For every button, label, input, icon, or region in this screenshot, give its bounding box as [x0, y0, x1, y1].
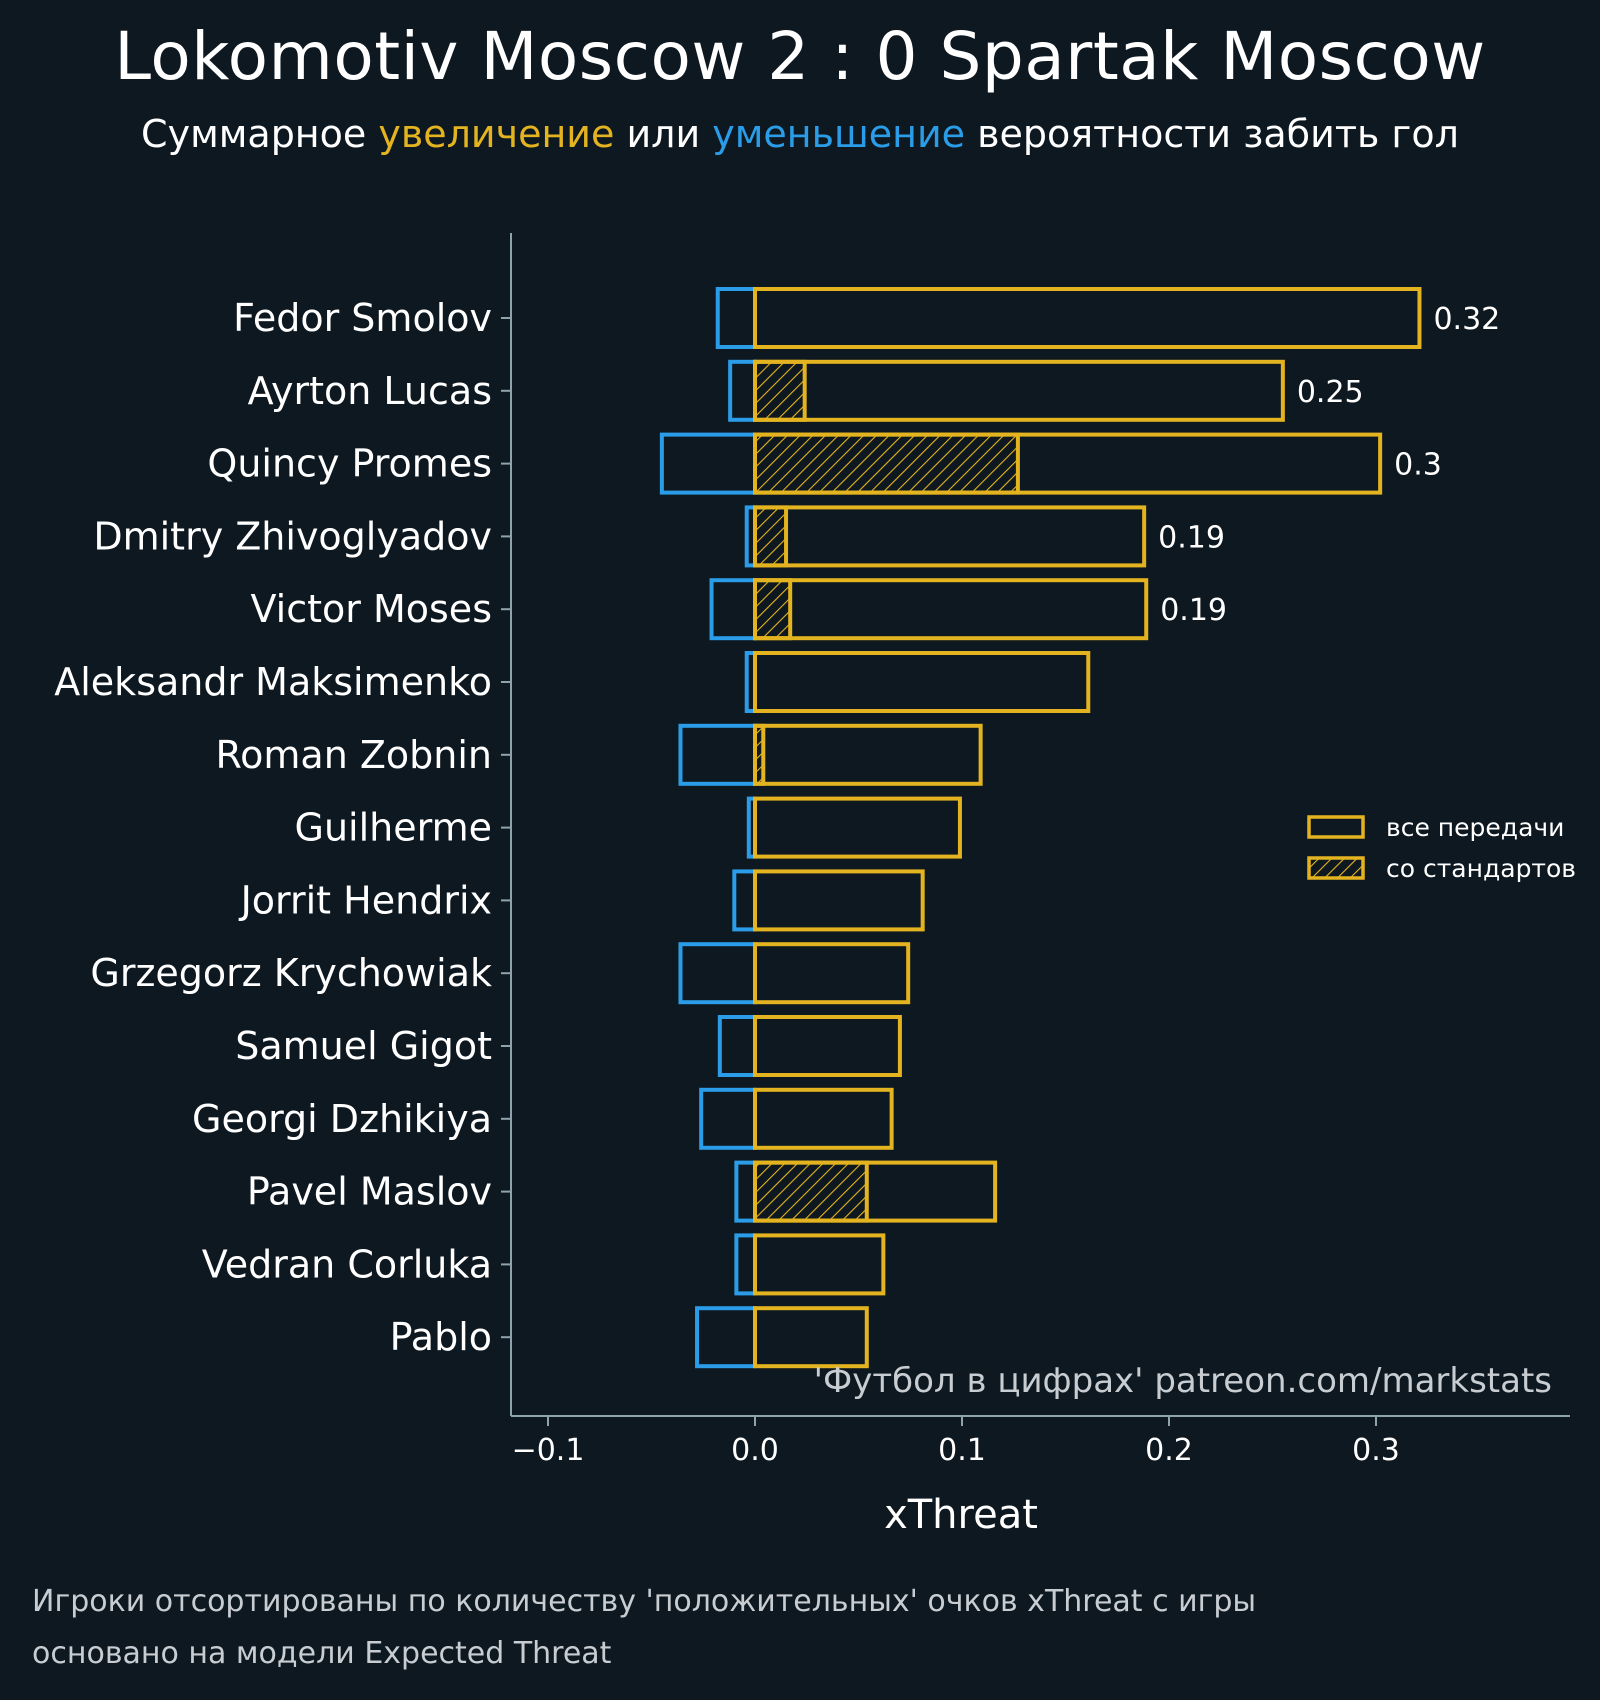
- bar-positive: [753, 651, 1091, 713]
- bar-positive: [753, 1233, 886, 1296]
- bar-negative: [709, 578, 758, 641]
- y-tick-label-player: Fedor Smolov: [233, 296, 492, 340]
- bar-value-label: 0.19: [1160, 593, 1227, 628]
- subtitle-prefix: Суммарное: [141, 112, 379, 156]
- legend: все передачи со стандартов: [1307, 813, 1576, 883]
- bar-value-label: 0.25: [1297, 375, 1364, 410]
- bar-positive: [753, 432, 1383, 495]
- bar-set-piece: [753, 505, 789, 568]
- bar-positive: [753, 1306, 869, 1369]
- bar-positive: [753, 1015, 902, 1077]
- y-tick-label-player: Grzegorz Krychowiak: [90, 951, 492, 995]
- bar-set-piece: [753, 359, 807, 422]
- bar-set-piece: [753, 578, 793, 641]
- subtitle-middle: или: [614, 112, 713, 156]
- bar-positive: [753, 1160, 998, 1223]
- bar-set-piece: [753, 1160, 869, 1223]
- footnote-model: основано на модели Expected Threat: [32, 1636, 612, 1671]
- x-axis-label: xThreat: [884, 1492, 1038, 1538]
- x-tick-label: 0.1: [938, 1433, 986, 1468]
- legend-swatch-all-passes: [1307, 815, 1365, 839]
- bar-negative: [728, 359, 757, 422]
- bar-negative: [715, 287, 757, 349]
- bar-negative: [678, 723, 757, 786]
- xthreat-bar-chart: 0.32 0.25 0.3 0.19 0.19 Fedor Smolov Ayrton L…: [54, 233, 1576, 1538]
- footnote-sorting: Игроки отсортированы по количеству 'поло…: [32, 1584, 1257, 1619]
- bar-set-piece: [753, 432, 1020, 495]
- bar-value-label: 0.19: [1158, 520, 1225, 555]
- y-tick-label-player: Ayrton Lucas: [248, 369, 492, 413]
- chart-title: Lokomotiv Moscow 2 : 0 Spartak Moscow: [114, 18, 1486, 95]
- y-tick-label-player: Victor Moses: [251, 587, 492, 631]
- bar-negative: [732, 869, 757, 932]
- legend-label-all-passes: все передачи: [1386, 813, 1564, 842]
- bar-positive: [753, 869, 925, 932]
- subtitle-increase: увеличение: [378, 112, 615, 156]
- bar-negative: [699, 1087, 757, 1150]
- legend-swatch-set-pieces: [1307, 856, 1365, 880]
- bars-layer: 0.32 0.25 0.3 0.19 0.19: [659, 287, 1500, 1369]
- bar-negative: [695, 1306, 757, 1369]
- y-tick-label-player: Jorrit Hendrix: [239, 878, 492, 922]
- x-tick-label: −0.1: [512, 1433, 585, 1468]
- y-tick-label-player: Aleksandr Maksimenko: [54, 660, 492, 704]
- bar-positive: [753, 723, 983, 786]
- y-tick-label-player: Samuel Gigot: [235, 1024, 492, 1068]
- bar-positive: [753, 359, 1285, 422]
- y-tick-label-player: Roman Zobnin: [215, 733, 492, 777]
- subtitle-decrease: уменьшение: [712, 112, 966, 156]
- legend-label-set-pieces: со стандартов: [1386, 854, 1576, 883]
- bar-negative: [734, 1233, 757, 1296]
- x-tick-label: 0.0: [731, 1433, 779, 1468]
- bar-positive: [753, 578, 1149, 641]
- bar-positive: [753, 287, 1422, 349]
- bar-value-label: 0.32: [1433, 302, 1500, 337]
- y-tick-label-player: Guilherme: [295, 806, 492, 850]
- bar-positive: [753, 796, 962, 859]
- bar-negative: [659, 432, 757, 495]
- ticks-layer: Fedor Smolov Ayrton Lucas Quincy Promes Dmi…: [54, 296, 1400, 1468]
- bar-negative: [678, 942, 757, 1005]
- y-tick-label-player: Georgi Dzhikiya: [192, 1097, 492, 1141]
- x-tick-label: 0.2: [1145, 1433, 1193, 1468]
- y-tick-label-player: Vedran Corluka: [202, 1242, 492, 1286]
- y-tick-label-player: Pablo: [390, 1315, 492, 1359]
- watermark: 'Футбол в цифрах' patreon.com/markstats: [814, 1361, 1552, 1401]
- bar-negative: [717, 1015, 757, 1077]
- bar-positive: [753, 505, 1147, 568]
- chart-subtitle: Суммарное увеличение или уменьшение веро…: [0, 112, 1600, 156]
- y-tick-label-player: Dmitry Zhivoglyadov: [93, 514, 492, 558]
- bar-negative: [734, 1160, 757, 1223]
- y-tick-label-player: Pavel Maslov: [247, 1170, 492, 1214]
- subtitle-suffix: вероятности забить гол: [965, 112, 1459, 156]
- x-tick-label: 0.3: [1352, 1433, 1400, 1468]
- y-tick-label-player: Quincy Promes: [207, 442, 492, 486]
- bar-value-label: 0.3: [1394, 448, 1442, 483]
- bar-positive: [753, 942, 911, 1005]
- bar-positive: [753, 1087, 894, 1150]
